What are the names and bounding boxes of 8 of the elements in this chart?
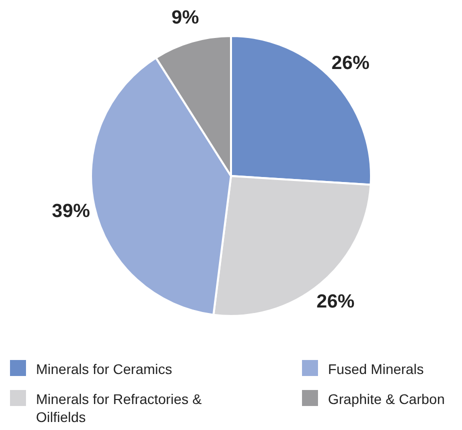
legend-label: Minerals for Refractories & Oilfields	[36, 390, 203, 426]
legend-label: Fused Minerals	[328, 360, 424, 378]
data-label: 26%	[316, 292, 355, 313]
data-label: 39%	[52, 201, 90, 222]
data-label: 26%	[332, 52, 370, 74]
legend-label: Graphite & Carbon	[328, 390, 445, 408]
data-label: 9%	[172, 8, 200, 29]
legend-label: Minerals for Ceramics	[36, 360, 172, 378]
